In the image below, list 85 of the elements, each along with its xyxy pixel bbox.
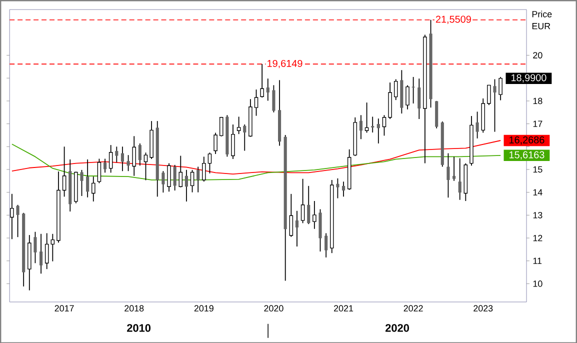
candlestick bbox=[162, 170, 165, 193]
y-tick-label: 18 bbox=[533, 98, 542, 104]
candlestick bbox=[446, 152, 450, 198]
candlestick bbox=[190, 169, 194, 193]
candlestick bbox=[120, 146, 124, 172]
x-tick-label: 2023 bbox=[474, 304, 493, 312]
y-tick-label: 12 bbox=[533, 234, 542, 241]
candlestick bbox=[132, 135, 136, 176]
candlestick bbox=[10, 193, 14, 240]
candlestick bbox=[406, 84, 410, 110]
candlestick bbox=[167, 162, 171, 192]
candlestick bbox=[231, 124, 235, 160]
x-tick-label: 2018 bbox=[124, 304, 144, 312]
candlestick bbox=[266, 78, 270, 101]
candlestick bbox=[295, 210, 299, 247]
y-tick-label: 15 bbox=[533, 166, 542, 172]
y-tick-label: 20 bbox=[533, 52, 542, 58]
candlestick bbox=[498, 76, 502, 100]
x-tick-label: 2017 bbox=[54, 304, 74, 312]
candlestick bbox=[243, 124, 246, 151]
candlestick bbox=[254, 88, 258, 116]
line-series bbox=[12, 140, 502, 174]
candlestick bbox=[394, 78, 398, 100]
candlestick bbox=[62, 146, 66, 197]
candlestick bbox=[376, 118, 380, 144]
candlestick bbox=[202, 156, 206, 182]
candlestick bbox=[300, 178, 305, 224]
candlestick bbox=[97, 158, 102, 184]
y-axis-title: Price EUR bbox=[532, 10, 552, 30]
candlestick bbox=[289, 193, 294, 238]
candlestick bbox=[126, 154, 130, 172]
candlestick bbox=[493, 78, 496, 132]
candlestick bbox=[196, 166, 200, 193]
candlestick bbox=[214, 132, 218, 154]
ref-line-label: 19,6149 bbox=[268, 60, 302, 68]
candlestick bbox=[260, 63, 264, 98]
x-tick-label: 2022 bbox=[404, 304, 423, 312]
candlestick bbox=[382, 114, 386, 136]
candlestick bbox=[324, 232, 328, 258]
x-tick-label: 2020 bbox=[264, 304, 284, 312]
candlestick bbox=[219, 116, 224, 137]
text: 2020 bbox=[385, 324, 409, 332]
candlestick bbox=[208, 152, 212, 174]
candlestick bbox=[86, 158, 90, 198]
candlestick bbox=[184, 169, 188, 202]
candlestick bbox=[236, 116, 241, 134]
ref-line-label: 21,5509 bbox=[436, 16, 471, 24]
candlestick bbox=[80, 169, 84, 196]
candlestick bbox=[342, 180, 346, 197]
candlestick bbox=[452, 156, 456, 182]
candlestick bbox=[312, 200, 316, 230]
x-tick-label: 2021 bbox=[334, 304, 354, 312]
candlestick bbox=[108, 144, 113, 173]
candlestick bbox=[487, 84, 491, 106]
candlestick bbox=[173, 164, 176, 191]
candlestick bbox=[364, 102, 369, 133]
candlestick bbox=[307, 185, 310, 224]
candlestick bbox=[34, 231, 37, 264]
candlestick bbox=[40, 233, 43, 274]
candlestick bbox=[476, 111, 479, 139]
candlestick bbox=[92, 176, 96, 202]
annotation: 18,9900 bbox=[512, 74, 546, 82]
candlestick bbox=[178, 155, 183, 188]
text: 2010 bbox=[127, 324, 151, 332]
candlestick bbox=[50, 233, 55, 262]
candlestick bbox=[44, 232, 49, 270]
y-tick-label: 13 bbox=[533, 212, 542, 218]
candlestick bbox=[16, 204, 20, 238]
candlestick bbox=[336, 178, 340, 198]
x-tick-label: 2019 bbox=[194, 304, 214, 312]
candlestick bbox=[138, 142, 142, 166]
candlestick bbox=[103, 158, 107, 173]
candlestick bbox=[418, 78, 421, 120]
y-tick-label: 14 bbox=[533, 189, 542, 196]
candlestick bbox=[272, 84, 276, 113]
candlestick bbox=[359, 114, 362, 140]
candlestick bbox=[458, 158, 462, 200]
y-tick-label: 17 bbox=[533, 120, 542, 127]
data-label: 15,6163 bbox=[510, 151, 544, 160]
candlestick bbox=[115, 146, 118, 163]
data-label: 16,2686 bbox=[510, 136, 544, 144]
y-tick-label: 11 bbox=[533, 258, 542, 264]
candlestick bbox=[371, 116, 374, 133]
y-tick-label: 10 bbox=[533, 280, 542, 287]
candlestick bbox=[144, 152, 148, 180]
